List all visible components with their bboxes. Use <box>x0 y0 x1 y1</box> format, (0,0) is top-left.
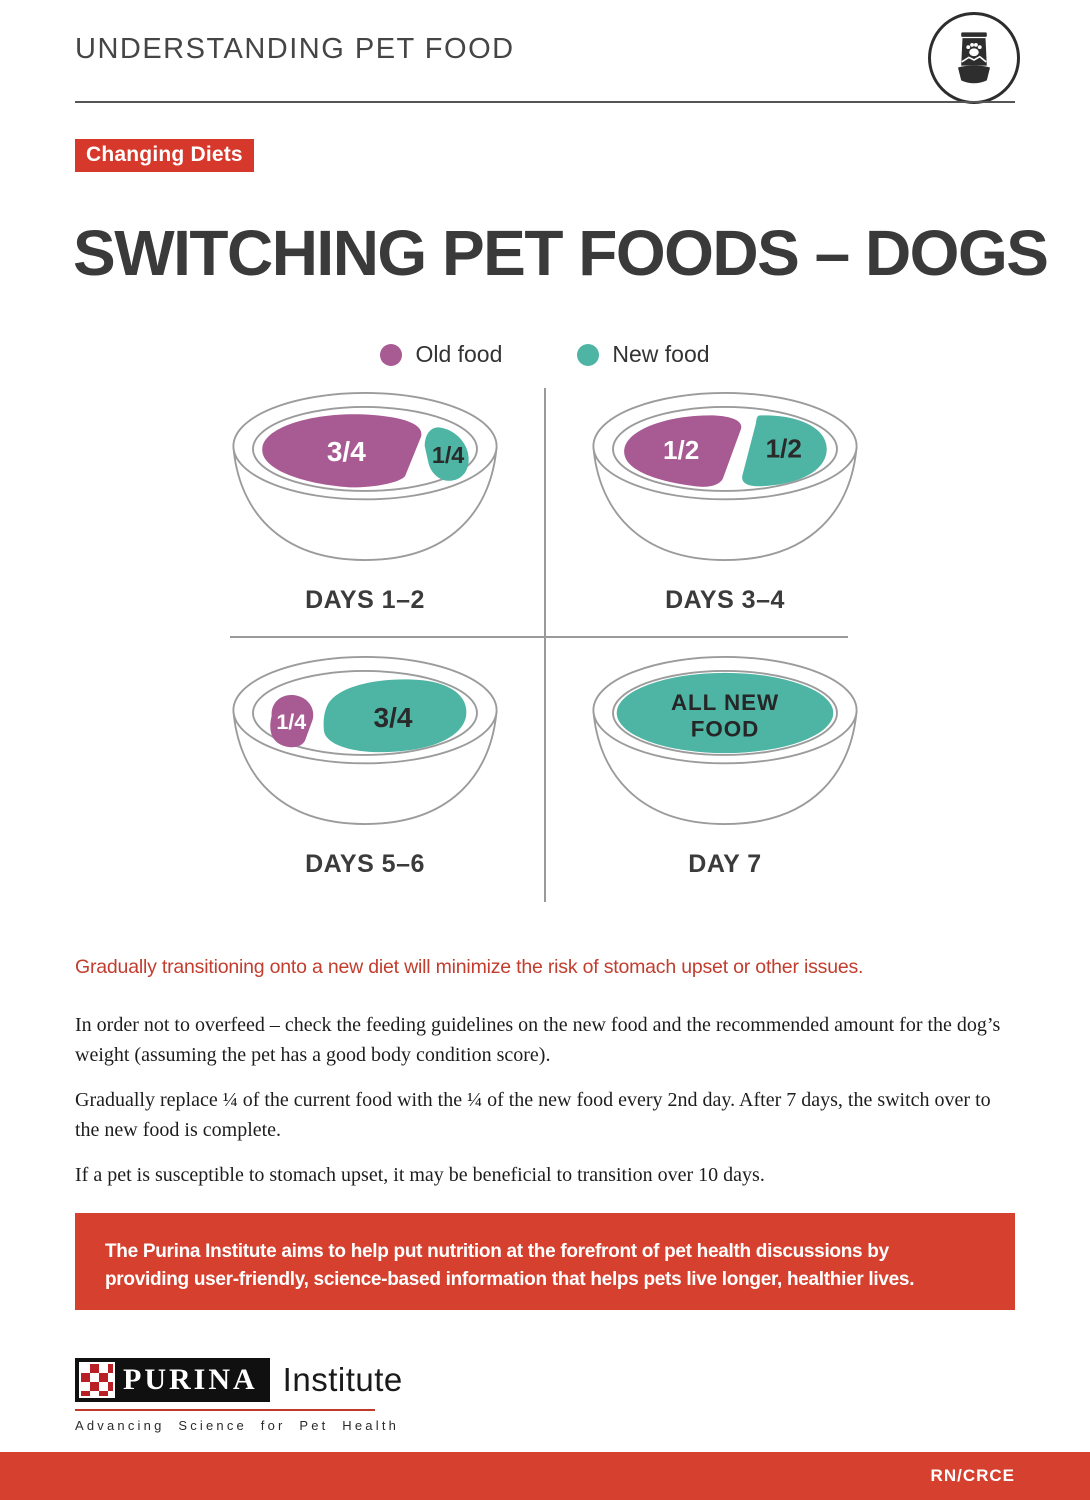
new-fraction-label: 1/2 <box>766 433 802 463</box>
purina-institute-banner: The Purina Institute aims to help put nu… <box>75 1213 1015 1310</box>
bowl-caption: DAYS 3–4 <box>665 586 785 614</box>
banner-text-line2: providing user-friendly, science-based i… <box>105 1268 915 1290</box>
all-new-food-label-line1: ALL NEW <box>671 690 779 715</box>
new-fraction-label: 3/4 <box>374 702 413 733</box>
new-food-portion <box>742 415 827 487</box>
bowl-days-3-4: 1/2 1/2 DAYS 3–4 <box>585 390 865 615</box>
legend-item-old-food: Old food <box>380 341 502 368</box>
horizontal-divider <box>230 636 848 638</box>
banner-text-line1: The Purina Institute aims to help put nu… <box>105 1241 889 1262</box>
old-food-portion <box>262 414 422 488</box>
old-food-portion <box>270 694 314 748</box>
old-fraction-label: 1/4 <box>276 710 306 734</box>
page-title: SWITCHING PET FOODS – DOGS <box>73 217 1049 289</box>
bowl-caption: DAYS 5–6 <box>305 850 425 878</box>
legend-new-label: New food <box>612 341 710 367</box>
paragraph-feeding-guidelines: In order not to overfeed – check the fee… <box>75 1014 1001 1066</box>
transition-diagram: 3/4 1/4 DAYS 1–2 1/2 1/2 DAYS 3–4 <box>0 388 1090 908</box>
bowl-graphic-days-5-6: 1/4 3/4 <box>232 656 498 825</box>
legend-item-new-food: New food <box>577 341 710 368</box>
logo-row: PURINA Institute <box>75 1358 402 1402</box>
paragraph-gradual-replace: Gradually replace ¼ of the current food … <box>75 1089 991 1141</box>
institute-text: Institute <box>282 1361 403 1398</box>
body-paragraphs: In order not to overfeed – check the fee… <box>75 1010 1015 1205</box>
all-new-food-label-line2: FOOD <box>691 716 759 741</box>
pet-food-bag-bowl-icon <box>928 12 1020 104</box>
page-header-title: UNDERSTANDING PET FOOD <box>75 33 515 65</box>
vertical-divider <box>544 388 546 902</box>
bowl-graphic-days-1-2: 3/4 1/4 <box>232 392 498 561</box>
logo-divider <box>75 1409 375 1411</box>
purina-institute-logo: PURINA Institute Advancing Science for P… <box>75 1358 402 1433</box>
purina-wordmark-box: PURINA <box>75 1358 270 1402</box>
bowl-day-7: ALL NEW FOOD DAY 7 <box>585 654 865 879</box>
new-food-portion <box>616 672 834 754</box>
new-food-dot-icon <box>577 343 600 366</box>
purina-checkerboard-icon <box>79 1362 115 1398</box>
new-food-portion <box>323 679 467 753</box>
paragraph-stomach-upset: If a pet is susceptible to stomach upset… <box>75 1164 765 1186</box>
bowl-caption: DAY 7 <box>688 850 762 878</box>
legend: Old food New food <box>0 341 1090 368</box>
footer-bar: RN/CRCE <box>0 1452 1090 1500</box>
section-badge: Changing Diets <box>75 139 254 172</box>
footer-code: RN/CRCE <box>930 1466 1015 1485</box>
bowl-days-1-2: 3/4 1/4 DAYS 1–2 <box>225 390 505 615</box>
old-fraction-label: 1/2 <box>663 435 699 465</box>
logo-tagline: Advancing Science for Pet Health <box>75 1418 400 1433</box>
header-divider <box>75 101 1015 103</box>
bowl-days-5-6: 1/4 3/4 DAYS 5–6 <box>225 654 505 879</box>
new-fraction-label: 1/4 <box>432 442 464 468</box>
bowl-graphic-day-7: ALL NEW FOOD <box>592 656 858 825</box>
bowl-caption: DAYS 1–2 <box>305 586 425 614</box>
bowl-graphic-days-3-4: 1/2 1/2 <box>592 392 858 561</box>
legend-old-label: Old food <box>415 341 503 367</box>
pet-food-icon-graphic <box>958 32 990 84</box>
old-fraction-label: 3/4 <box>327 436 366 467</box>
purina-brand-text: PURINA <box>123 1363 258 1396</box>
old-food-dot-icon <box>380 343 403 366</box>
highlight-sentence: Gradually transitioning onto a new diet … <box>75 956 864 978</box>
old-food-portion <box>624 415 742 487</box>
new-food-portion <box>424 427 469 481</box>
